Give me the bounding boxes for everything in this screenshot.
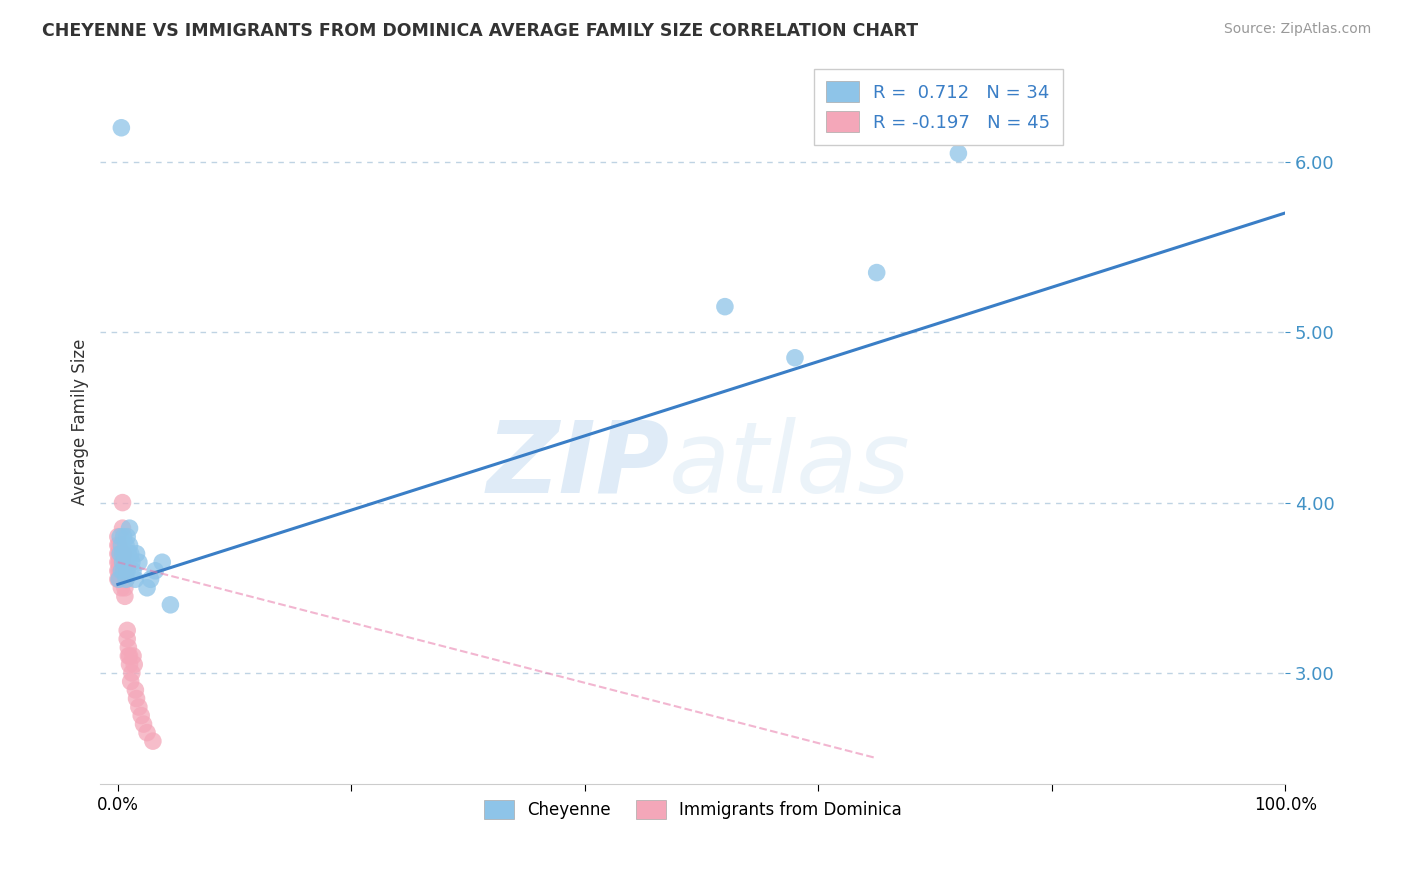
Point bbox=[118, 648, 141, 663]
Point bbox=[108, 572, 131, 586]
Point bbox=[110, 564, 132, 578]
Point bbox=[107, 547, 129, 561]
Point bbox=[115, 632, 138, 646]
Point bbox=[136, 581, 159, 595]
Point bbox=[150, 555, 173, 569]
Point bbox=[107, 538, 129, 552]
Point bbox=[115, 530, 138, 544]
Point bbox=[118, 538, 141, 552]
Point bbox=[108, 572, 131, 586]
Point bbox=[112, 564, 135, 578]
Point bbox=[108, 555, 131, 569]
Point bbox=[121, 555, 143, 569]
Point bbox=[120, 674, 142, 689]
Point bbox=[115, 624, 138, 638]
Y-axis label: Average Family Size: Average Family Size bbox=[72, 338, 89, 505]
Point bbox=[108, 547, 131, 561]
Point bbox=[115, 564, 138, 578]
Point bbox=[110, 581, 132, 595]
Point bbox=[114, 547, 136, 561]
Point bbox=[111, 495, 134, 509]
Point bbox=[111, 521, 134, 535]
Point bbox=[128, 555, 150, 569]
Text: CHEYENNE VS IMMIGRANTS FROM DOMINICA AVERAGE FAMILY SIZE CORRELATION CHART: CHEYENNE VS IMMIGRANTS FROM DOMINICA AVE… bbox=[42, 22, 918, 40]
Point bbox=[110, 564, 132, 578]
Point bbox=[948, 146, 970, 161]
Point bbox=[117, 547, 139, 561]
Point bbox=[118, 657, 141, 672]
Point bbox=[124, 683, 146, 698]
Point bbox=[122, 657, 145, 672]
Point bbox=[108, 547, 131, 561]
Legend: Cheyenne, Immigrants from Dominica: Cheyenne, Immigrants from Dominica bbox=[477, 794, 908, 826]
Point bbox=[120, 547, 142, 561]
Point bbox=[108, 572, 131, 586]
Text: atlas: atlas bbox=[669, 417, 911, 514]
Point bbox=[121, 665, 143, 680]
Point bbox=[108, 538, 131, 552]
Point bbox=[108, 564, 131, 578]
Point bbox=[118, 521, 141, 535]
Point bbox=[125, 547, 148, 561]
Point bbox=[115, 564, 138, 578]
Point bbox=[107, 564, 129, 578]
Point bbox=[714, 300, 737, 314]
Point bbox=[110, 538, 132, 552]
Point bbox=[124, 572, 146, 586]
Point bbox=[111, 547, 134, 561]
Point bbox=[108, 547, 131, 561]
Point bbox=[125, 691, 148, 706]
Point bbox=[115, 572, 138, 586]
Point bbox=[128, 700, 150, 714]
Text: Source: ZipAtlas.com: Source: ZipAtlas.com bbox=[1223, 22, 1371, 37]
Point bbox=[115, 572, 138, 586]
Point bbox=[115, 538, 138, 552]
Point bbox=[783, 351, 806, 365]
Point bbox=[114, 555, 136, 569]
Point bbox=[107, 530, 129, 544]
Text: ZIP: ZIP bbox=[486, 417, 669, 514]
Point bbox=[132, 717, 155, 731]
Point bbox=[110, 120, 132, 135]
Point bbox=[108, 564, 131, 578]
Point bbox=[142, 734, 165, 748]
Point bbox=[114, 590, 136, 604]
Point bbox=[136, 725, 159, 739]
Point bbox=[143, 564, 166, 578]
Point bbox=[112, 547, 135, 561]
Point bbox=[108, 530, 131, 544]
Point bbox=[112, 572, 135, 586]
Point bbox=[108, 555, 131, 569]
Point bbox=[114, 581, 136, 595]
Point bbox=[112, 564, 135, 578]
Point bbox=[117, 648, 139, 663]
Point bbox=[139, 572, 162, 586]
Point bbox=[112, 530, 135, 544]
Point bbox=[111, 555, 134, 569]
Point bbox=[117, 640, 139, 655]
Point bbox=[122, 564, 145, 578]
Point bbox=[107, 555, 129, 569]
Point bbox=[111, 555, 134, 569]
Point bbox=[110, 572, 132, 586]
Point bbox=[129, 708, 152, 723]
Point bbox=[107, 572, 129, 586]
Point bbox=[159, 598, 181, 612]
Point bbox=[122, 648, 145, 663]
Point bbox=[866, 266, 889, 280]
